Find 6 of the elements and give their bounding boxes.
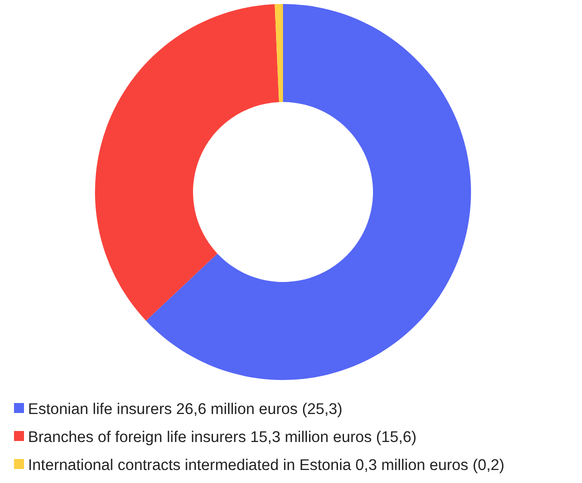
donut-slice bbox=[95, 4, 280, 321]
legend-label: Estonian life insurers 26,6 million euros (25,3) bbox=[28, 401, 342, 418]
legend-label: Branches of foreign life insurers 15,3 million euros (15,6) bbox=[28, 429, 417, 446]
donut-slice bbox=[146, 4, 471, 380]
donut-slice bbox=[274, 4, 283, 102]
legend-label: International contracts intermediated in Estonia 0,3 million euros (0,2) bbox=[28, 457, 504, 474]
